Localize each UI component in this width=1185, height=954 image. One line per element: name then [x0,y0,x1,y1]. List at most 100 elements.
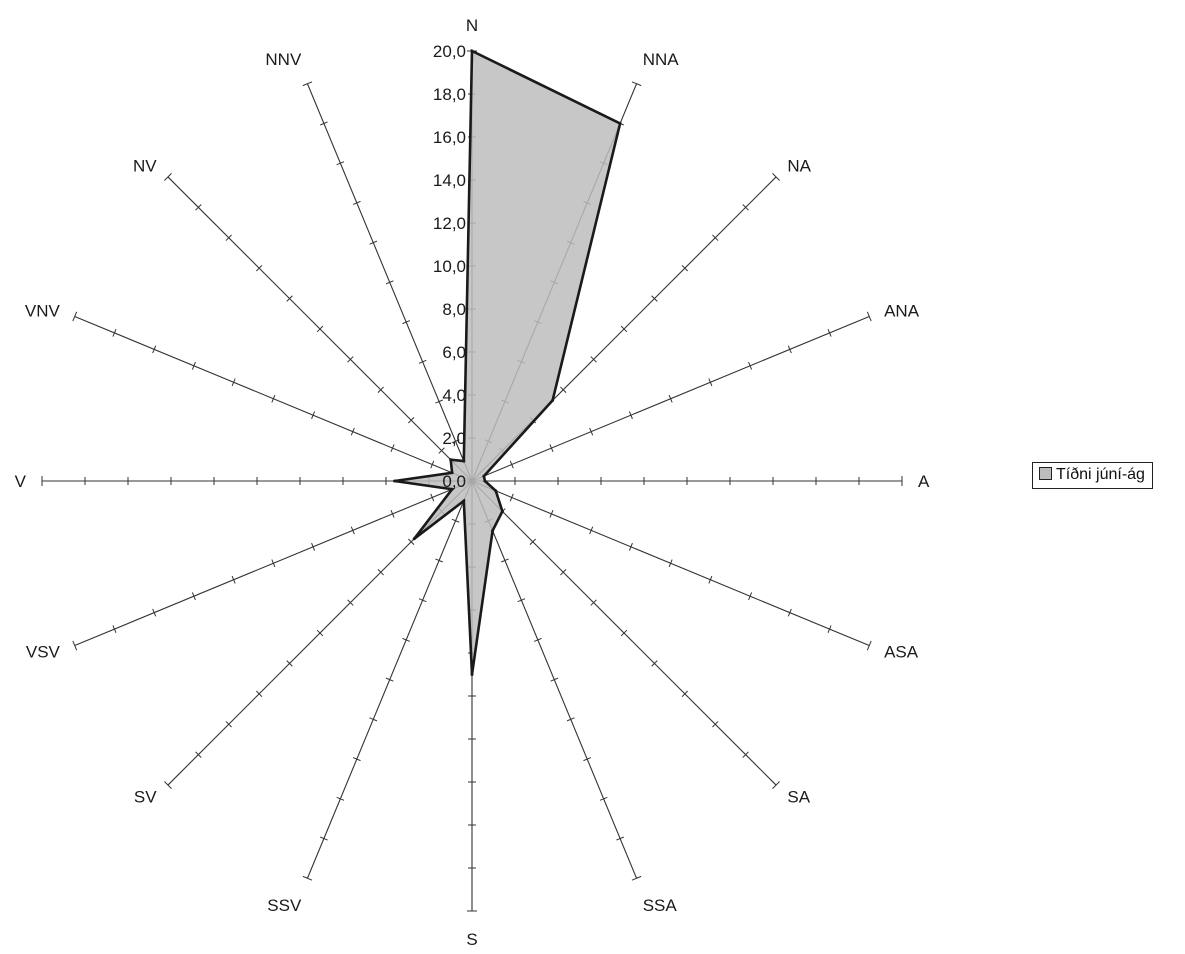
series-layer [393,48,622,676]
direction-label-sa: SA [787,787,810,806]
axis-tick [708,575,713,584]
axis-tick [164,781,172,789]
axis-tick [390,510,395,518]
axis-tick [225,234,232,241]
axis-tick [350,526,355,535]
axis-tick [286,660,293,667]
data-point-asa [494,489,498,493]
axis-tick [152,345,157,354]
direction-label-vsv: VSV [26,643,61,662]
axis-tick [772,781,780,789]
direction-label-n: N [466,16,478,35]
axis-tick [681,690,689,698]
direction-label-ssv: SSV [267,896,302,915]
data-point-ssa [491,529,495,533]
radial-tick-label: 10,0 [433,257,466,276]
data-point-v [393,479,397,483]
radial-tick-label: 2,0 [442,429,466,448]
axis-tick [286,295,293,302]
axis-tick [377,569,384,576]
axis-tick [509,493,514,502]
direction-label-nna: NNA [643,50,680,69]
direction-label-ssa: SSA [643,896,678,915]
axis-tick [708,378,713,387]
axis-tick [369,240,378,245]
axis-tick [195,204,202,211]
direction-label-vnv: VNV [25,301,61,320]
axis-tick [438,447,445,454]
direction-label-a: A [918,472,930,491]
legend-swatch [1039,467,1052,480]
axis-tick [385,677,394,682]
axis-tick [589,526,594,535]
series-area [394,48,622,675]
axis-tick [620,629,628,637]
axis-tick [385,280,394,285]
axis-tick [827,625,832,633]
direction-label-sv: SV [134,787,157,806]
radial-tick-labels: 0,0 2,0 4,0 6,0 8,0 10,0 12,0 14,0 16,0 18,0 20,0 [433,42,466,491]
axis-tick [430,493,435,502]
axis-tick [651,660,658,667]
legend: Tíðni júní-ág [1032,462,1153,489]
radial-tick-label: 16,0 [433,128,466,147]
radial-tick-label: 20,0 [433,42,466,61]
axis-tick [72,311,78,322]
legend-label: Tíðni júní-ág [1056,466,1145,483]
axis-tick [742,751,749,758]
axis-tick [408,538,415,545]
axis-tick [191,361,196,370]
axis-tick [112,329,117,337]
axis-tick [549,510,554,518]
axis-tick [302,81,313,87]
axis-tick [390,444,395,452]
axis-tick [533,637,542,642]
data-point-nna [618,122,622,125]
axis-tick [589,427,594,436]
axis-tick [225,721,232,728]
axis-tick [772,173,780,181]
axis-tick [347,599,354,606]
axis-tick [501,558,509,563]
direction-label-asa: ASA [884,643,919,662]
axis-tick [560,569,567,576]
axis-tick [271,559,276,568]
direction-label-s: S [466,930,477,949]
axis-tick [451,439,460,444]
axis-tick [352,757,361,762]
direction-label-na: NA [787,157,811,176]
axis-tick [402,320,411,325]
radial-tick-label: 6,0 [442,343,466,362]
axis-tick [72,640,78,651]
axis-tick [827,329,832,337]
axis-tick [866,311,872,322]
axis-tick [712,234,719,241]
axis-tick [152,608,157,617]
axis-tick [681,264,689,272]
axis-tick [369,717,378,722]
axis-tick [316,629,324,637]
data-point-n [470,49,474,53]
axis-tick [787,345,792,354]
axis-tick [347,356,354,363]
direction-label-ana: ANA [884,301,920,320]
axis-tick [631,875,642,881]
axis-tick [320,121,328,126]
data-point-vnv [450,471,454,475]
radial-tick-label: 18,0 [433,85,466,104]
radial-tick-label: 4,0 [442,386,466,405]
direction-label-nv: NV [133,157,157,176]
axis-tick [255,690,263,698]
radial-tick-label: 0,0 [442,472,466,491]
axis-tick [408,417,415,424]
data-point-nv [449,458,453,462]
axis-tick [742,204,749,211]
axis-tick [583,757,592,762]
axis-tick [435,399,443,404]
axis-tick [311,411,316,420]
axis-tick [231,575,236,584]
axis-tick [112,625,117,633]
direction-labels: N NNA NA ANA A ASA SA SSA S SSV SV VSV V VNV NV NNV [15,16,930,949]
